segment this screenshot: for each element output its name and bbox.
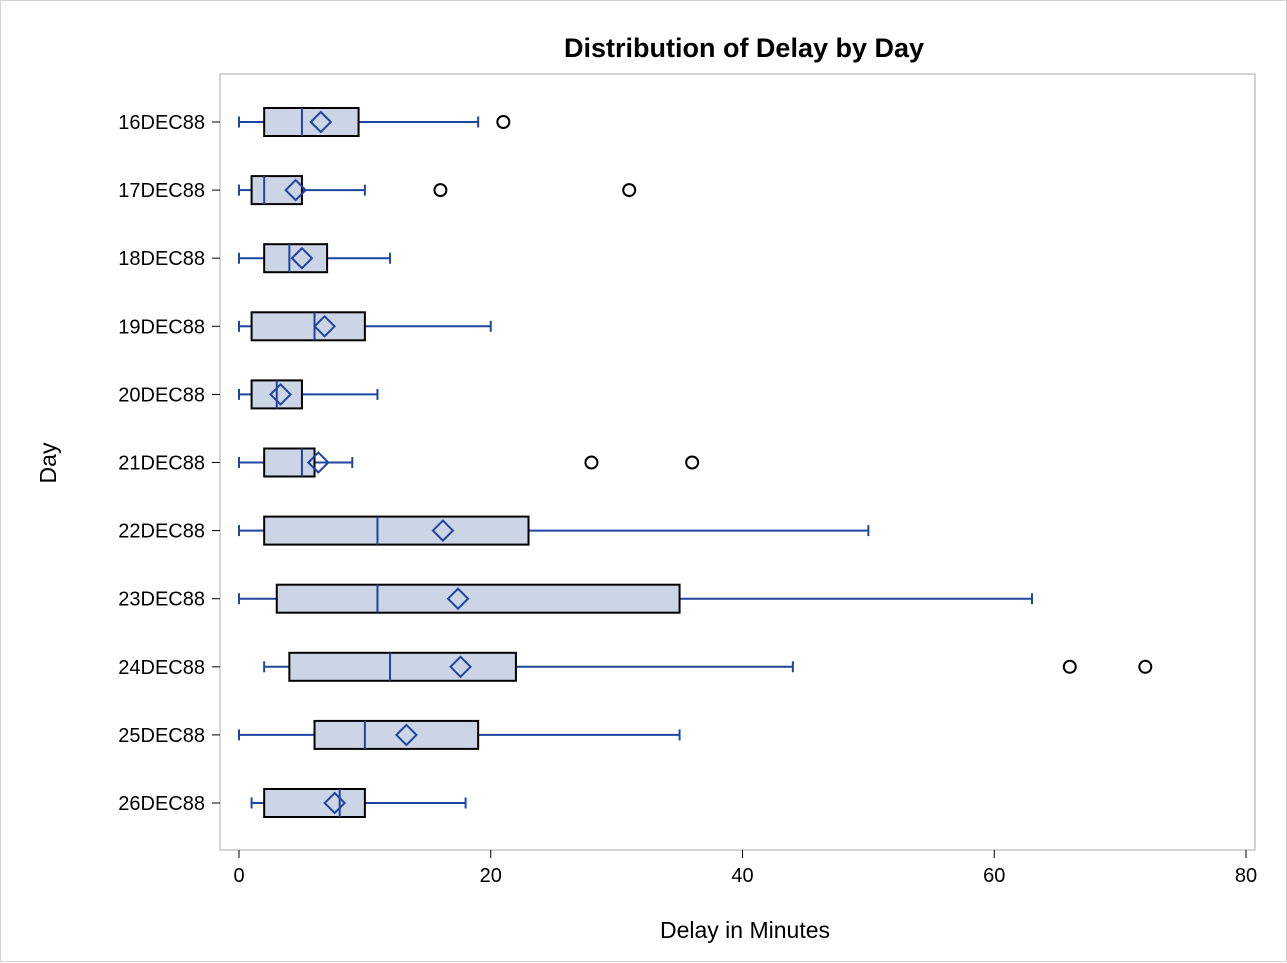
box-series	[238, 107, 1153, 818]
mean-marker	[313, 314, 337, 338]
outlier-point	[584, 455, 599, 470]
outlier-point	[685, 455, 700, 470]
x-tick-label: 60	[983, 865, 1005, 887]
box-19DEC88	[238, 311, 492, 342]
box-21DEC88	[238, 447, 700, 478]
mean-marker	[431, 519, 455, 543]
iqr-box	[250, 175, 303, 206]
y-tick-label: 16DEC88	[118, 112, 205, 134]
y-tick-label: 20DEC88	[118, 384, 205, 406]
x-axis-label: Delay in Minutes	[660, 917, 830, 943]
mean-marker	[449, 655, 472, 679]
mean-marker	[269, 382, 292, 406]
mean-marker	[290, 246, 314, 270]
mean-marker	[394, 723, 418, 747]
x-tick-label: 40	[731, 865, 753, 887]
outlier-point	[496, 115, 511, 129]
x-tick-label: 20	[480, 865, 502, 887]
outlier-point	[433, 183, 448, 198]
y-tick-label: 23DEC88	[118, 589, 205, 611]
mean-marker	[323, 791, 347, 815]
y-tick-label: 21DEC88	[118, 453, 205, 475]
y-tick-label: 19DEC88	[118, 316, 205, 338]
box-17DEC88	[238, 175, 637, 206]
y-tick-label: 25DEC88	[118, 725, 205, 747]
iqr-box	[250, 311, 366, 342]
iqr-box	[263, 515, 530, 546]
iqr-box	[263, 243, 329, 274]
y-tick-label: 24DEC88	[118, 657, 205, 679]
iqr-box	[263, 788, 366, 818]
x-tick-label: 0	[233, 865, 244, 887]
box-16DEC88	[238, 107, 511, 137]
y-tick-label: 17DEC88	[118, 180, 205, 202]
iqr-box	[288, 651, 517, 682]
y-tick-label: 26DEC88	[118, 793, 205, 815]
iqr-box	[275, 583, 681, 614]
box-23DEC88	[238, 583, 1034, 614]
mean-marker	[306, 451, 330, 474]
mean-marker	[284, 178, 308, 202]
y-axis-label: Day	[35, 442, 61, 483]
box-22DEC88	[238, 515, 870, 546]
chart-title: Distribution of Delay by Day	[564, 33, 924, 63]
mean-marker	[446, 587, 470, 611]
outlier-point	[1062, 659, 1077, 674]
box-18DEC88	[238, 243, 392, 274]
x-axis: 0 20 40 60 80	[233, 850, 1257, 887]
outlier-point	[1138, 659, 1153, 674]
y-axis: 16DEC88 17DEC88 18DEC88 19DEC88 20DEC88 21DEC…	[118, 112, 220, 815]
y-tick-label: 22DEC88	[118, 521, 205, 543]
box-26DEC88	[250, 788, 467, 818]
x-tick-label: 80	[1235, 865, 1257, 887]
iqr-box	[263, 447, 316, 478]
box-25DEC88	[238, 719, 681, 750]
box-20DEC88	[238, 379, 379, 410]
y-tick-label: 18DEC88	[118, 248, 205, 270]
outlier-point	[622, 183, 637, 198]
mean-marker	[309, 110, 333, 134]
box-24DEC88	[263, 651, 1153, 682]
